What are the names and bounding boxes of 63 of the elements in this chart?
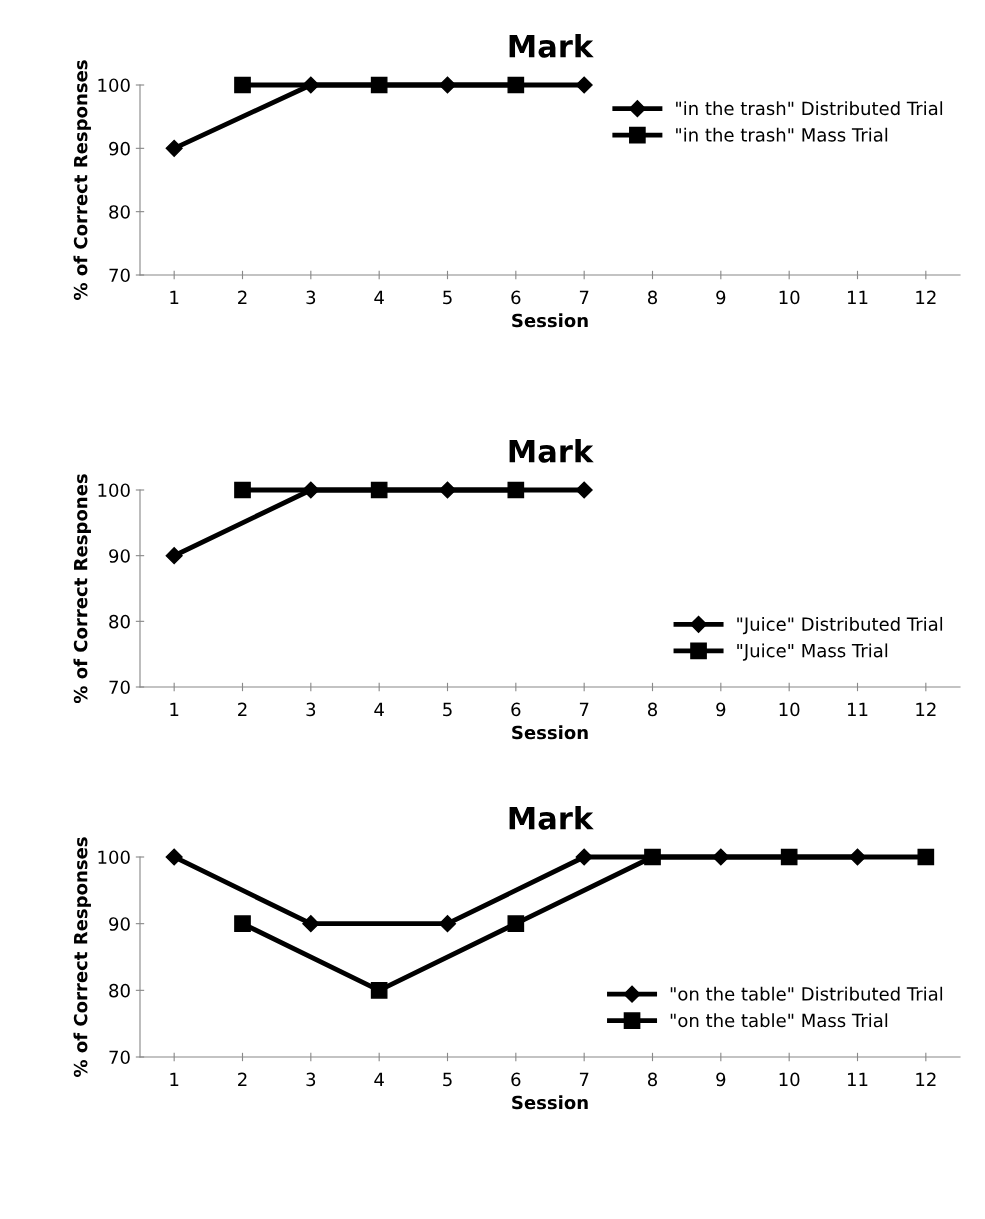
x-axis-title: Session [512,725,588,740]
legend-label: "on the table" Mass Trial [670,1013,888,1028]
x-tick-label: 4 [374,702,384,716]
legend-label: "on the table" Distributed Trial [670,986,943,1001]
y-tick-label: 70 [109,1050,130,1065]
y-tick-label: 70 [109,268,130,283]
x-tick-label: 4 [374,1072,384,1086]
y-tick-label: 80 [109,205,130,219]
chart-title: Mark [509,439,594,463]
y-tick-label: 80 [109,983,130,998]
x-tick-label: 7 [579,290,589,304]
y-tick-label: 100 [98,78,130,93]
y-tick-label: 70 [109,680,130,695]
chart-title: Mark [509,806,594,830]
legend-label: "in the trash" Mass Trial [676,127,888,142]
y-axis-title: % of Correct Responses [73,60,91,300]
legend-label: "in the trash" Distributed Trial [676,101,943,116]
x-tick-label: 12 [916,1072,936,1086]
x-tick-label: 9 [716,702,726,717]
x-tick-label: 7 [579,702,589,716]
x-axis-title: Session [512,313,588,328]
x-tick-label: 6 [511,1072,521,1087]
x-tick-label: 5 [443,702,452,717]
x-tick-label: 3 [306,290,316,305]
x-tick-label: 10 [779,290,800,305]
chart-title: Mark [509,34,594,58]
x-tick-label: 9 [716,290,726,305]
x-tick-label: 10 [779,1072,800,1087]
y-tick-label: 80 [109,614,130,629]
x-tick-label: 8 [647,1072,658,1087]
y-tick-label: 90 [109,917,130,931]
x-tick-label: 3 [306,1072,316,1087]
x-tick-label: 12 [916,702,936,716]
y-tick-label: 100 [98,483,130,498]
x-tick-label: 11 [848,1072,868,1086]
x-tick-label: 5 [443,1072,452,1087]
x-tick-label: 2 [238,1072,247,1086]
x-tick-label: 8 [647,290,658,305]
y-tick-label: 90 [109,141,130,156]
x-tick-label: 6 [511,290,521,305]
x-tick-label: 11 [848,702,868,716]
y-tick-label: 90 [109,549,130,563]
x-tick-label: 8 [647,702,658,717]
x-tick-label: 11 [848,290,868,304]
x-tick-label: 1 [170,1072,179,1086]
x-tick-label: 2 [238,290,247,304]
x-tick-label: 5 [443,290,452,305]
x-tick-label: 2 [238,702,247,716]
legend-label: "Juice" Distributed Trial [737,616,943,635]
y-axis-title: % of Correct Responses [73,837,91,1077]
x-axis-title: Session [512,1095,588,1110]
x-tick-label: 1 [170,702,179,716]
x-tick-label: 6 [511,702,521,717]
x-tick-label: 1 [170,290,179,304]
x-tick-label: 3 [306,702,316,717]
y-tick-label: 100 [98,850,130,865]
x-tick-label: 7 [579,1072,589,1086]
x-tick-label: 9 [716,1072,726,1087]
legend-label: "Juice" Mass Trial [737,643,888,661]
x-tick-label: 10 [779,702,800,717]
x-tick-label: 12 [916,290,936,304]
y-axis-title: % of Correct Respones [73,474,91,704]
x-tick-label: 4 [374,290,384,304]
